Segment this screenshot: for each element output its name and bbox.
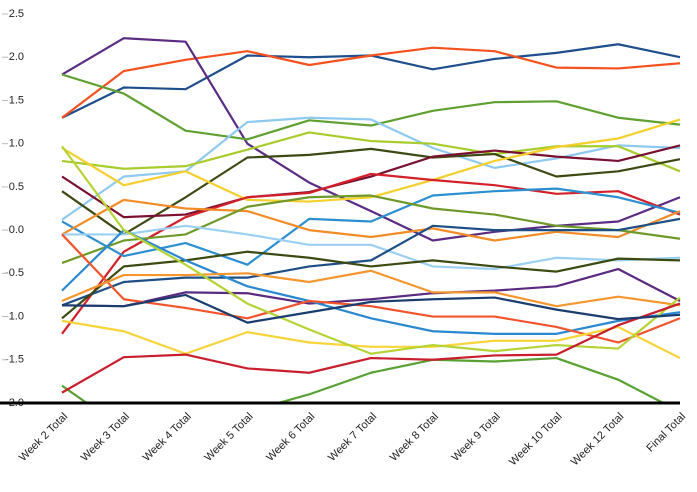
y-tick-label: -0.5 <box>5 267 24 279</box>
series-line <box>61 269 681 308</box>
plot-area <box>61 37 681 403</box>
x-tick-label: Week 7 Total <box>326 411 379 464</box>
series-line <box>61 229 681 335</box>
series-line <box>61 118 681 203</box>
x-tick-label: Week 10 Total <box>507 411 564 468</box>
x-tick-label: Final Total <box>644 411 688 455</box>
y-tick-label: 2.5 <box>9 8 24 20</box>
x-tick-label: Week 4 Total <box>141 411 194 464</box>
y-tick-label: 1.5 <box>9 94 24 106</box>
y-tick-label: 0.0 <box>9 224 24 236</box>
x-tick-label: Week 2 Total <box>17 411 70 464</box>
y-tick-label: -1.0 <box>5 310 24 322</box>
series-line <box>61 116 681 221</box>
series-line <box>61 356 666 403</box>
series-line <box>61 147 681 236</box>
series-line <box>61 145 681 355</box>
series-line <box>61 217 681 307</box>
x-tick-label: Week 5 Total <box>202 411 255 464</box>
series-line <box>61 302 681 394</box>
series-line <box>61 250 681 320</box>
x-tick-label: Week 9 Total <box>450 411 503 464</box>
x-tick-label: Week 12 Total <box>569 411 626 468</box>
series-line <box>61 73 681 141</box>
y-tick-label: 1.0 <box>9 138 24 150</box>
series-line <box>61 131 681 173</box>
y-tick-label: 2.0 <box>9 51 24 63</box>
series-line <box>61 319 681 360</box>
series-line <box>61 187 681 266</box>
series-line <box>62 224 681 271</box>
series-line <box>61 194 681 264</box>
x-tick-label: Week 3 Total <box>79 411 132 464</box>
x-tick-label: Week 8 Total <box>388 411 441 464</box>
y-tick-label: -1.5 <box>5 354 24 366</box>
series-line <box>61 37 681 242</box>
x-tick-label: Week 6 Total <box>264 411 317 464</box>
series-line <box>61 233 681 344</box>
series-line <box>61 293 681 324</box>
y-tick-label: 0.5 <box>9 181 24 193</box>
series-line <box>61 46 681 119</box>
series-line <box>61 267 681 308</box>
series-line <box>61 198 681 242</box>
series-line <box>61 144 681 219</box>
